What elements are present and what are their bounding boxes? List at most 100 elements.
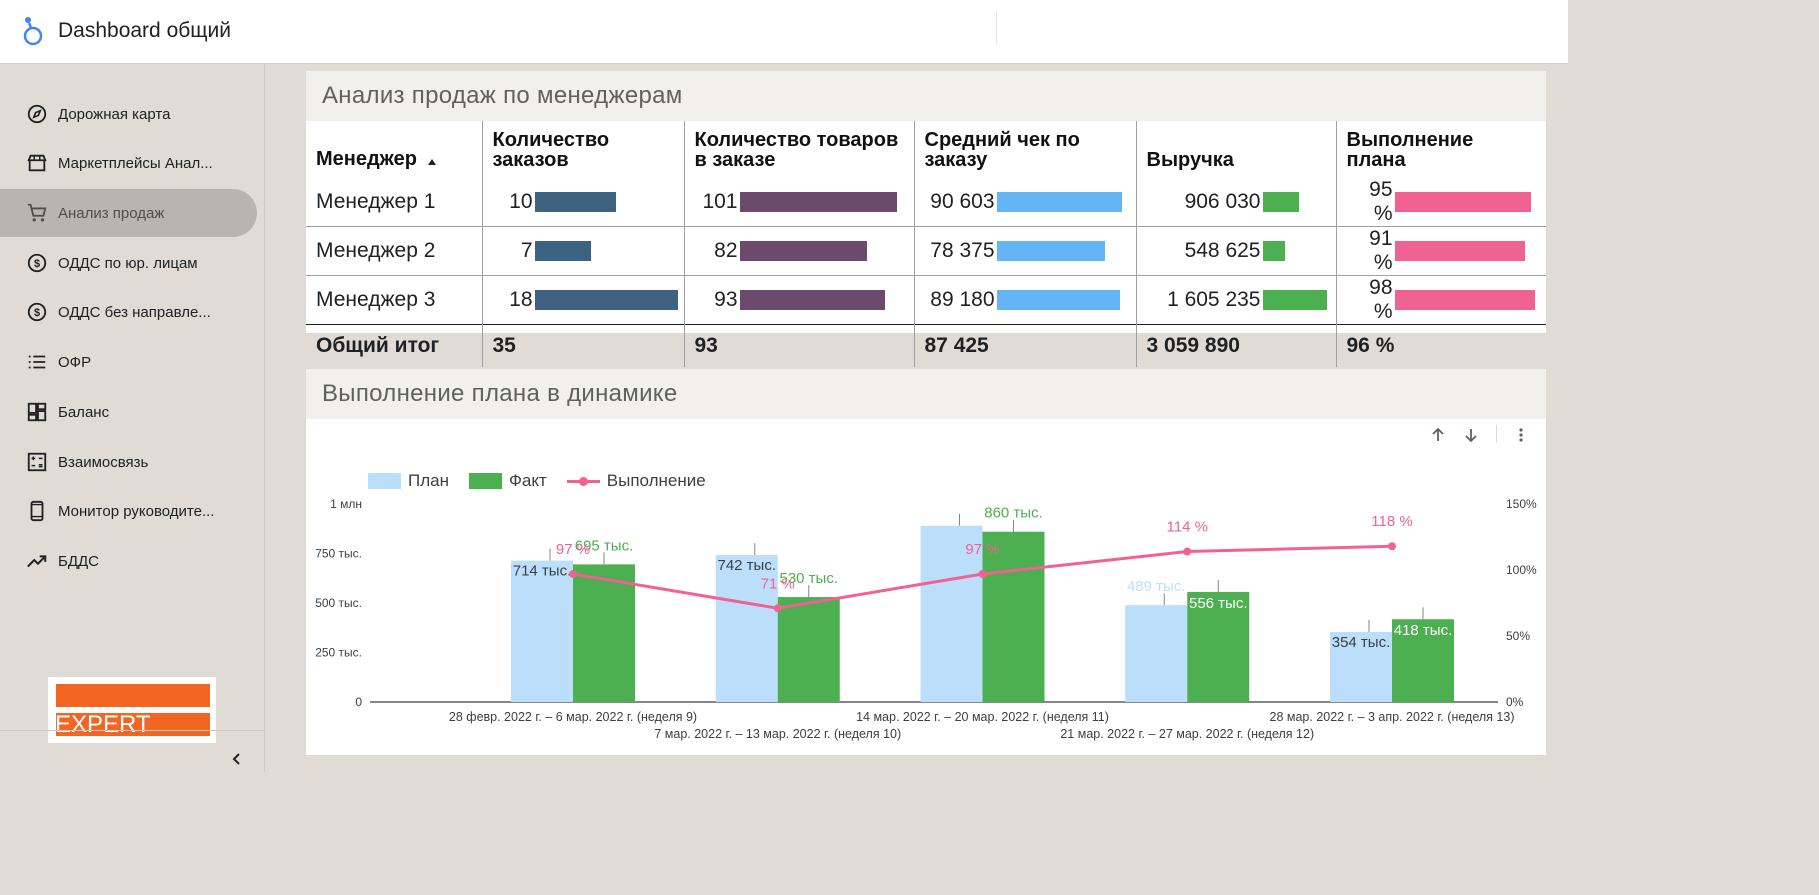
bar-fact xyxy=(1187,591,1250,702)
cell-items: 82 xyxy=(683,226,914,276)
sidebar-item-label: Анализ продаж xyxy=(58,204,165,222)
bar-label-plan: 489 тыс. xyxy=(1127,578,1186,595)
dollar-circle-icon: $ xyxy=(26,252,48,274)
sidebar-item-manager-monitor[interactable]: Монитор руководите... xyxy=(0,487,257,535)
column-header-orders[interactable]: Количество заказов xyxy=(481,121,684,178)
completion-label: 97 % xyxy=(965,541,999,558)
cell-value: 10 xyxy=(509,190,533,213)
total-items: 93 xyxy=(683,324,914,367)
cell-value: 93 xyxy=(714,288,738,311)
sidebar-item-sales-analysis[interactable]: Анализ продаж xyxy=(0,189,257,237)
y-tick-label: 1 млн xyxy=(330,497,362,511)
sidebar-item-relations[interactable]: Взаимосвязь xyxy=(0,438,257,486)
sort-up-button[interactable] xyxy=(1428,425,1448,445)
cell-bar xyxy=(996,192,1122,212)
panel-header: Анализ продаж по менеджерам xyxy=(306,71,1546,121)
sidebar-item-marketplaces[interactable]: Маркетплейсы Анал... xyxy=(0,139,257,187)
table-row: Менеджер 2 7 82 78 375 548 625 91 % xyxy=(306,226,1546,276)
app-title: Dashboard общий xyxy=(58,19,232,42)
looker-studio-logo-icon[interactable] xyxy=(22,16,44,46)
cell-revenue: 548 625 xyxy=(1135,226,1336,276)
completion-label: 71 % xyxy=(761,575,795,592)
brand-line-2: EXPERT xyxy=(55,711,151,738)
sidebar-item-label: Маркетплейсы Анал... xyxy=(58,154,213,172)
sidebar-item-bdds[interactable]: БДДС xyxy=(0,537,257,585)
chevron-left-icon xyxy=(232,753,240,765)
bar-fact xyxy=(777,597,840,702)
y2-tick-label: 150% xyxy=(1506,497,1537,511)
store-icon xyxy=(26,152,48,174)
x-tick-label: 7 мар. 2022 г. – 13 мар. 2022 г. (неделя… xyxy=(654,727,901,741)
sidebar-item-ofr[interactable]: ОФР xyxy=(0,338,257,386)
cell-value: 95 % xyxy=(1369,178,1393,225)
cell-value: 548 625 xyxy=(1184,239,1261,262)
collapse-sidebar-button[interactable] xyxy=(226,748,248,770)
top-bar: Dashboard общий xyxy=(0,0,1568,64)
cell-bar xyxy=(996,241,1105,261)
bar-fact xyxy=(982,531,1045,702)
y-tick-label: 0 xyxy=(355,695,362,709)
x-tick-label: 28 мар. 2022 г. – 3 апр. 2022 г. (неделя… xyxy=(1270,710,1515,724)
legend-item-plan[interactable]: План xyxy=(368,471,449,491)
sidebar-item-roadmap[interactable]: Дорожная карта xyxy=(0,90,257,138)
completion-point xyxy=(1388,542,1396,551)
panel-title: Анализ продаж по менеджерам xyxy=(322,82,683,109)
header-divider xyxy=(996,12,997,46)
brand-logo: BCR EXPERT xyxy=(48,677,216,743)
cell-manager: Менеджер 2 xyxy=(306,226,482,276)
panel-title: Выполнение плана в динамике xyxy=(322,380,678,407)
cell-value: 89 180 xyxy=(930,288,995,311)
sidebar-item-label: БДДС xyxy=(58,552,99,570)
sort-down-button[interactable] xyxy=(1461,425,1481,445)
cell-bar xyxy=(1262,290,1327,310)
svg-text:$: $ xyxy=(34,307,40,319)
cell-items: 101 xyxy=(683,178,914,227)
cell-avg-check: 89 180 xyxy=(913,275,1136,325)
column-header-items[interactable]: Количество товаров в заказе xyxy=(683,121,914,178)
cell-items: 93 xyxy=(683,275,914,325)
cell-revenue: 906 030 xyxy=(1135,178,1336,227)
table-row: Менеджер 1 10 101 90 603 906 030 95 % xyxy=(306,178,1546,227)
column-header-plan[interactable]: Выполнение плана xyxy=(1335,121,1546,178)
bar-plan xyxy=(715,555,778,702)
cell-value: 906 030 xyxy=(1184,190,1261,213)
bar-fact xyxy=(573,564,635,702)
sort-ascending-icon xyxy=(427,150,437,170)
sidebar-item-balance[interactable]: Баланс xyxy=(0,388,257,436)
calculator-icon xyxy=(26,451,48,473)
cell-bar xyxy=(739,192,897,212)
cell-bar xyxy=(996,290,1120,310)
x-tick-label: 21 мар. 2022 г. – 27 мар. 2022 г. (недел… xyxy=(1060,727,1314,741)
sidebar-item-label: Монитор руководите... xyxy=(58,502,215,520)
sidebar-item-label: ОФР xyxy=(58,353,92,371)
arrow-down-icon xyxy=(1465,429,1477,443)
table-total-row: Общий итог 35 93 87 425 3 059 890 96 % xyxy=(306,324,1546,367)
column-header-revenue[interactable]: Выручка xyxy=(1135,121,1336,178)
more-options-button[interactable] xyxy=(1511,425,1531,445)
total-plan: 96 % xyxy=(1335,324,1546,367)
cell-bar xyxy=(534,290,678,310)
bar-label-fact: 695 тыс. xyxy=(575,537,634,554)
total-avg-check: 87 425 xyxy=(913,324,1136,367)
total-label: Общий итог xyxy=(306,324,482,367)
bar-label-fact: 556 тыс. xyxy=(1189,595,1248,612)
cell-value: 1 605 235 xyxy=(1167,288,1261,311)
manager-sales-table: Менеджер Количество заказов Количество т… xyxy=(306,121,1546,367)
cell-bar xyxy=(739,290,885,310)
bar-plan xyxy=(1330,631,1392,702)
cell-manager: Менеджер 1 xyxy=(316,190,436,213)
sidebar-item-odds-no-direction[interactable]: $ ОДДС без направле... xyxy=(0,288,257,336)
cell-bar xyxy=(534,241,591,261)
cell-avg-check: 90 603 xyxy=(913,178,1136,227)
cell-plan: 98 % xyxy=(1335,275,1546,325)
legend-item-completion[interactable]: Выполнение xyxy=(566,471,706,491)
column-header-manager[interactable]: Менеджер xyxy=(306,121,482,178)
column-header-avg-check[interactable]: Средний чек по заказу xyxy=(913,121,1136,178)
cell-bar xyxy=(534,192,616,212)
panel-header: Выполнение плана в динамике xyxy=(306,369,1546,419)
sidebar-item-label: Дорожная карта xyxy=(58,105,171,123)
bar-label-plan: 354 тыс. xyxy=(1332,634,1391,651)
sidebar-item-odds-legal[interactable]: $ ОДДС по юр. лицам xyxy=(0,239,257,287)
table-row: Менеджер 3 18 93 89 180 1 605 235 98 % xyxy=(306,275,1546,325)
legend-item-fact[interactable]: Факт xyxy=(468,471,547,491)
